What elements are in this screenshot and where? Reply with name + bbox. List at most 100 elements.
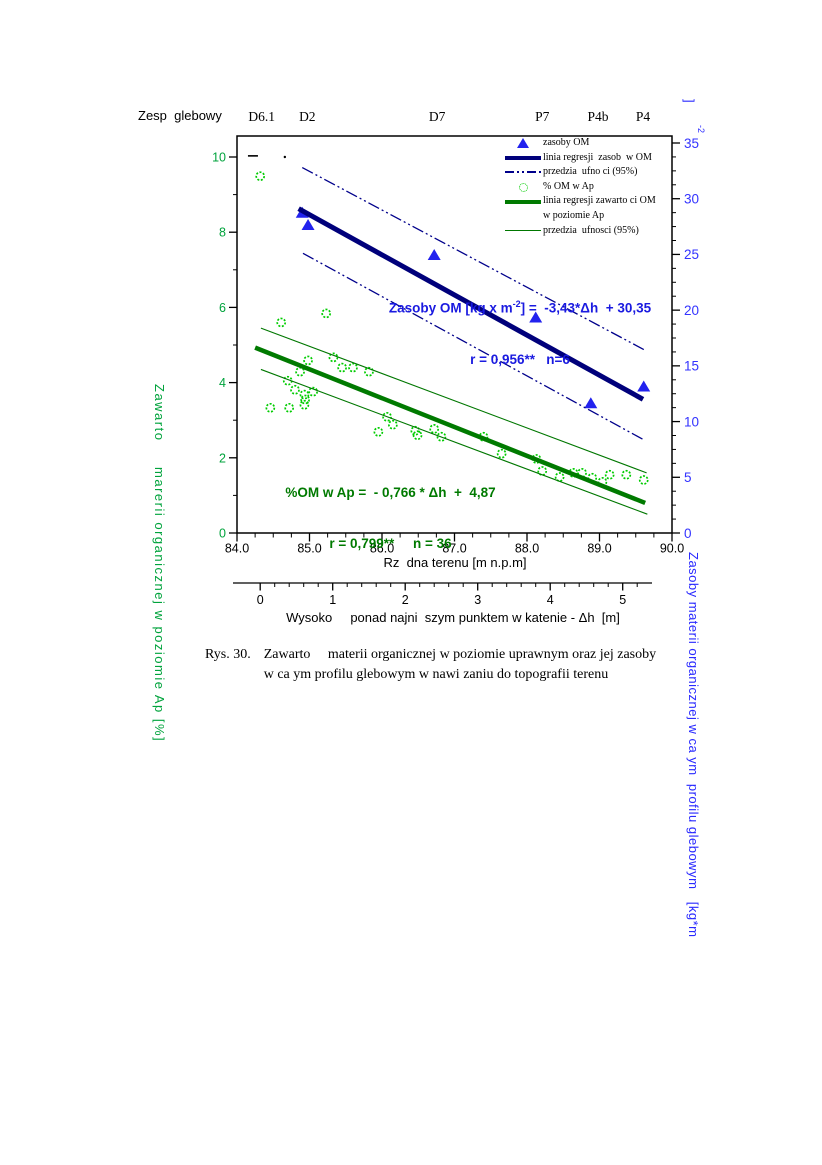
y-right-tick-label: 20 — [684, 303, 699, 318]
legend-label-line2: w poziomie Ap — [543, 209, 605, 221]
y-left-tick-label: 10 — [212, 151, 226, 165]
data-point-circle — [303, 355, 313, 366]
legend-label: przedzia ufnosci (95%) — [543, 224, 639, 236]
data-point-circle — [388, 419, 398, 430]
data-point-circle — [412, 430, 423, 441]
data-point-circle — [299, 399, 310, 410]
x-tick-label: 89.0 — [587, 542, 611, 556]
soil-unit-label: P4b — [587, 109, 609, 124]
green-regression-line-icon — [503, 199, 543, 204]
legend: zasoby OM linia regresji zasob w OM prze… — [503, 136, 688, 238]
y-right-title-wrap-superscript: -2 — [696, 124, 707, 134]
data-point-circle — [587, 472, 598, 483]
data-point-triangle — [584, 397, 598, 409]
soil-unit-label: D6.1 — [248, 109, 275, 124]
data-point-circle — [308, 386, 318, 397]
x-tick-label: 86.0 — [370, 542, 394, 556]
series-line — [260, 368, 648, 515]
legend-label: linia regresji zasob w OM — [543, 151, 652, 163]
data-point-circle — [577, 467, 587, 478]
data-point-circle — [348, 362, 358, 373]
data-point-circle — [638, 475, 649, 485]
data-point-circle — [382, 411, 392, 422]
y-right-tick-label: 25 — [684, 247, 699, 262]
soil-unit-label: D2 — [299, 109, 316, 124]
x-axis-title: Rz dna terenu [m n.p.m] — [383, 555, 527, 570]
data-point-circle — [265, 402, 276, 413]
y-left-axis-title: Zawarto marerii organicznej w poziomie A… — [152, 384, 167, 743]
x-tick-label: 84.0 — [225, 542, 249, 556]
dashdot-line-icon — [503, 171, 543, 174]
x2-tick-label: 1 — [329, 593, 336, 607]
y-right-axis-title: Zasoby materii organicznej w ca ym profi… — [686, 552, 701, 938]
caption-line2: w ca ym profilu glebowym w nawi zaniu do… — [263, 666, 609, 682]
legend-item: linia regresji zawarto ci OM — [503, 194, 688, 209]
x2-tick-label: 3 — [474, 593, 481, 607]
data-point-circle — [290, 384, 300, 395]
triangle-marker-icon — [503, 138, 543, 149]
annotation-dot — [283, 155, 287, 159]
y-right-tick-label: 35 — [684, 136, 699, 151]
y-left-tick-label: 6 — [219, 301, 226, 315]
caption-number: Rys. 30. — [205, 647, 251, 662]
data-point-circle — [284, 402, 295, 413]
legend-item: przedzia ufnosci (95%) — [503, 224, 688, 239]
data-point-circle — [321, 308, 332, 319]
data-point-circle — [328, 352, 339, 363]
data-point-circle — [373, 427, 384, 437]
data-point-circle — [554, 472, 565, 482]
caption-line1: Zawarto materii organicznej w poziomie u… — [263, 647, 657, 662]
legend-item: przedzia ufno ci (95%) — [503, 165, 688, 180]
legend-item: linia regresji zasob w OM — [503, 151, 688, 166]
y-right-tick-label: 0 — [684, 526, 692, 541]
legend-item: % OM w Ap — [503, 180, 688, 195]
x-tick-label: 85.0 — [297, 542, 321, 556]
x2-axis-title: Wysoko ponad najni szym punktem w kateni… — [286, 610, 620, 625]
legend-label: linia regresji zawarto ci OM — [543, 195, 656, 207]
x-tick-label: 90.0 — [660, 542, 684, 556]
data-point-triangle — [529, 311, 543, 323]
x-tick-label: 88.0 — [515, 542, 539, 556]
data-point-circle — [364, 366, 374, 377]
soil-unit-label: P4 — [635, 109, 651, 124]
y-right-tick-label: 10 — [684, 414, 699, 429]
y-right-tick-label: 15 — [684, 359, 699, 374]
y-right-title-wrap-bracket: ] — [682, 99, 697, 103]
data-point-triangle — [301, 218, 315, 230]
circle-marker-icon — [503, 182, 543, 192]
y-left-tick-label: 0 — [219, 527, 226, 541]
soil-unit-labels: D6.1 D2 D7 P7 P4b P4 — [0, 109, 822, 127]
series-line — [260, 327, 647, 474]
x2-tick-label: 2 — [402, 593, 409, 607]
data-point-circle — [337, 362, 347, 373]
series-line — [297, 206, 645, 402]
regression-equation-zasoby: Zasoby OM [kg x m-2] = -3,43*Δh + 30,35 … — [388, 299, 652, 367]
figure-caption: Rys. 30. Zawarto materii organicznej w p… — [205, 645, 656, 684]
x2-tick-label: 0 — [257, 593, 264, 607]
y-right-tick-label: 30 — [684, 192, 699, 207]
data-point-circle — [255, 171, 266, 182]
data-point-circle — [604, 469, 615, 480]
soil-series-label: Zesp glebowy — [138, 108, 222, 123]
soil-unit-label: D7 — [428, 109, 446, 124]
data-point-circle — [496, 448, 507, 459]
regression-line-icon — [503, 155, 543, 160]
data-point-circle — [276, 317, 287, 328]
data-point-circle — [537, 466, 548, 476]
data-point-triangle — [427, 249, 441, 261]
y-left-tick-label: 4 — [219, 376, 226, 390]
data-point-triangle — [637, 380, 651, 392]
legend-label: % OM w Ap — [543, 180, 594, 192]
legend-label: przedzia ufno ci (95%) — [543, 166, 638, 178]
data-point-circle — [299, 389, 310, 400]
y-left-tick-label: 2 — [219, 451, 226, 465]
x2-tick-label: 5 — [619, 593, 626, 607]
regression-equation-procent-om: %OM w Ap = - 0,766 * Δh + 4,87 r = 0,799… — [285, 485, 496, 551]
legend-label: zasoby OM — [543, 137, 590, 148]
x2-tick-label: 4 — [547, 593, 554, 607]
data-point-circle — [597, 477, 608, 487]
series-line — [254, 345, 647, 506]
legend-item: zasoby OM — [503, 136, 688, 151]
